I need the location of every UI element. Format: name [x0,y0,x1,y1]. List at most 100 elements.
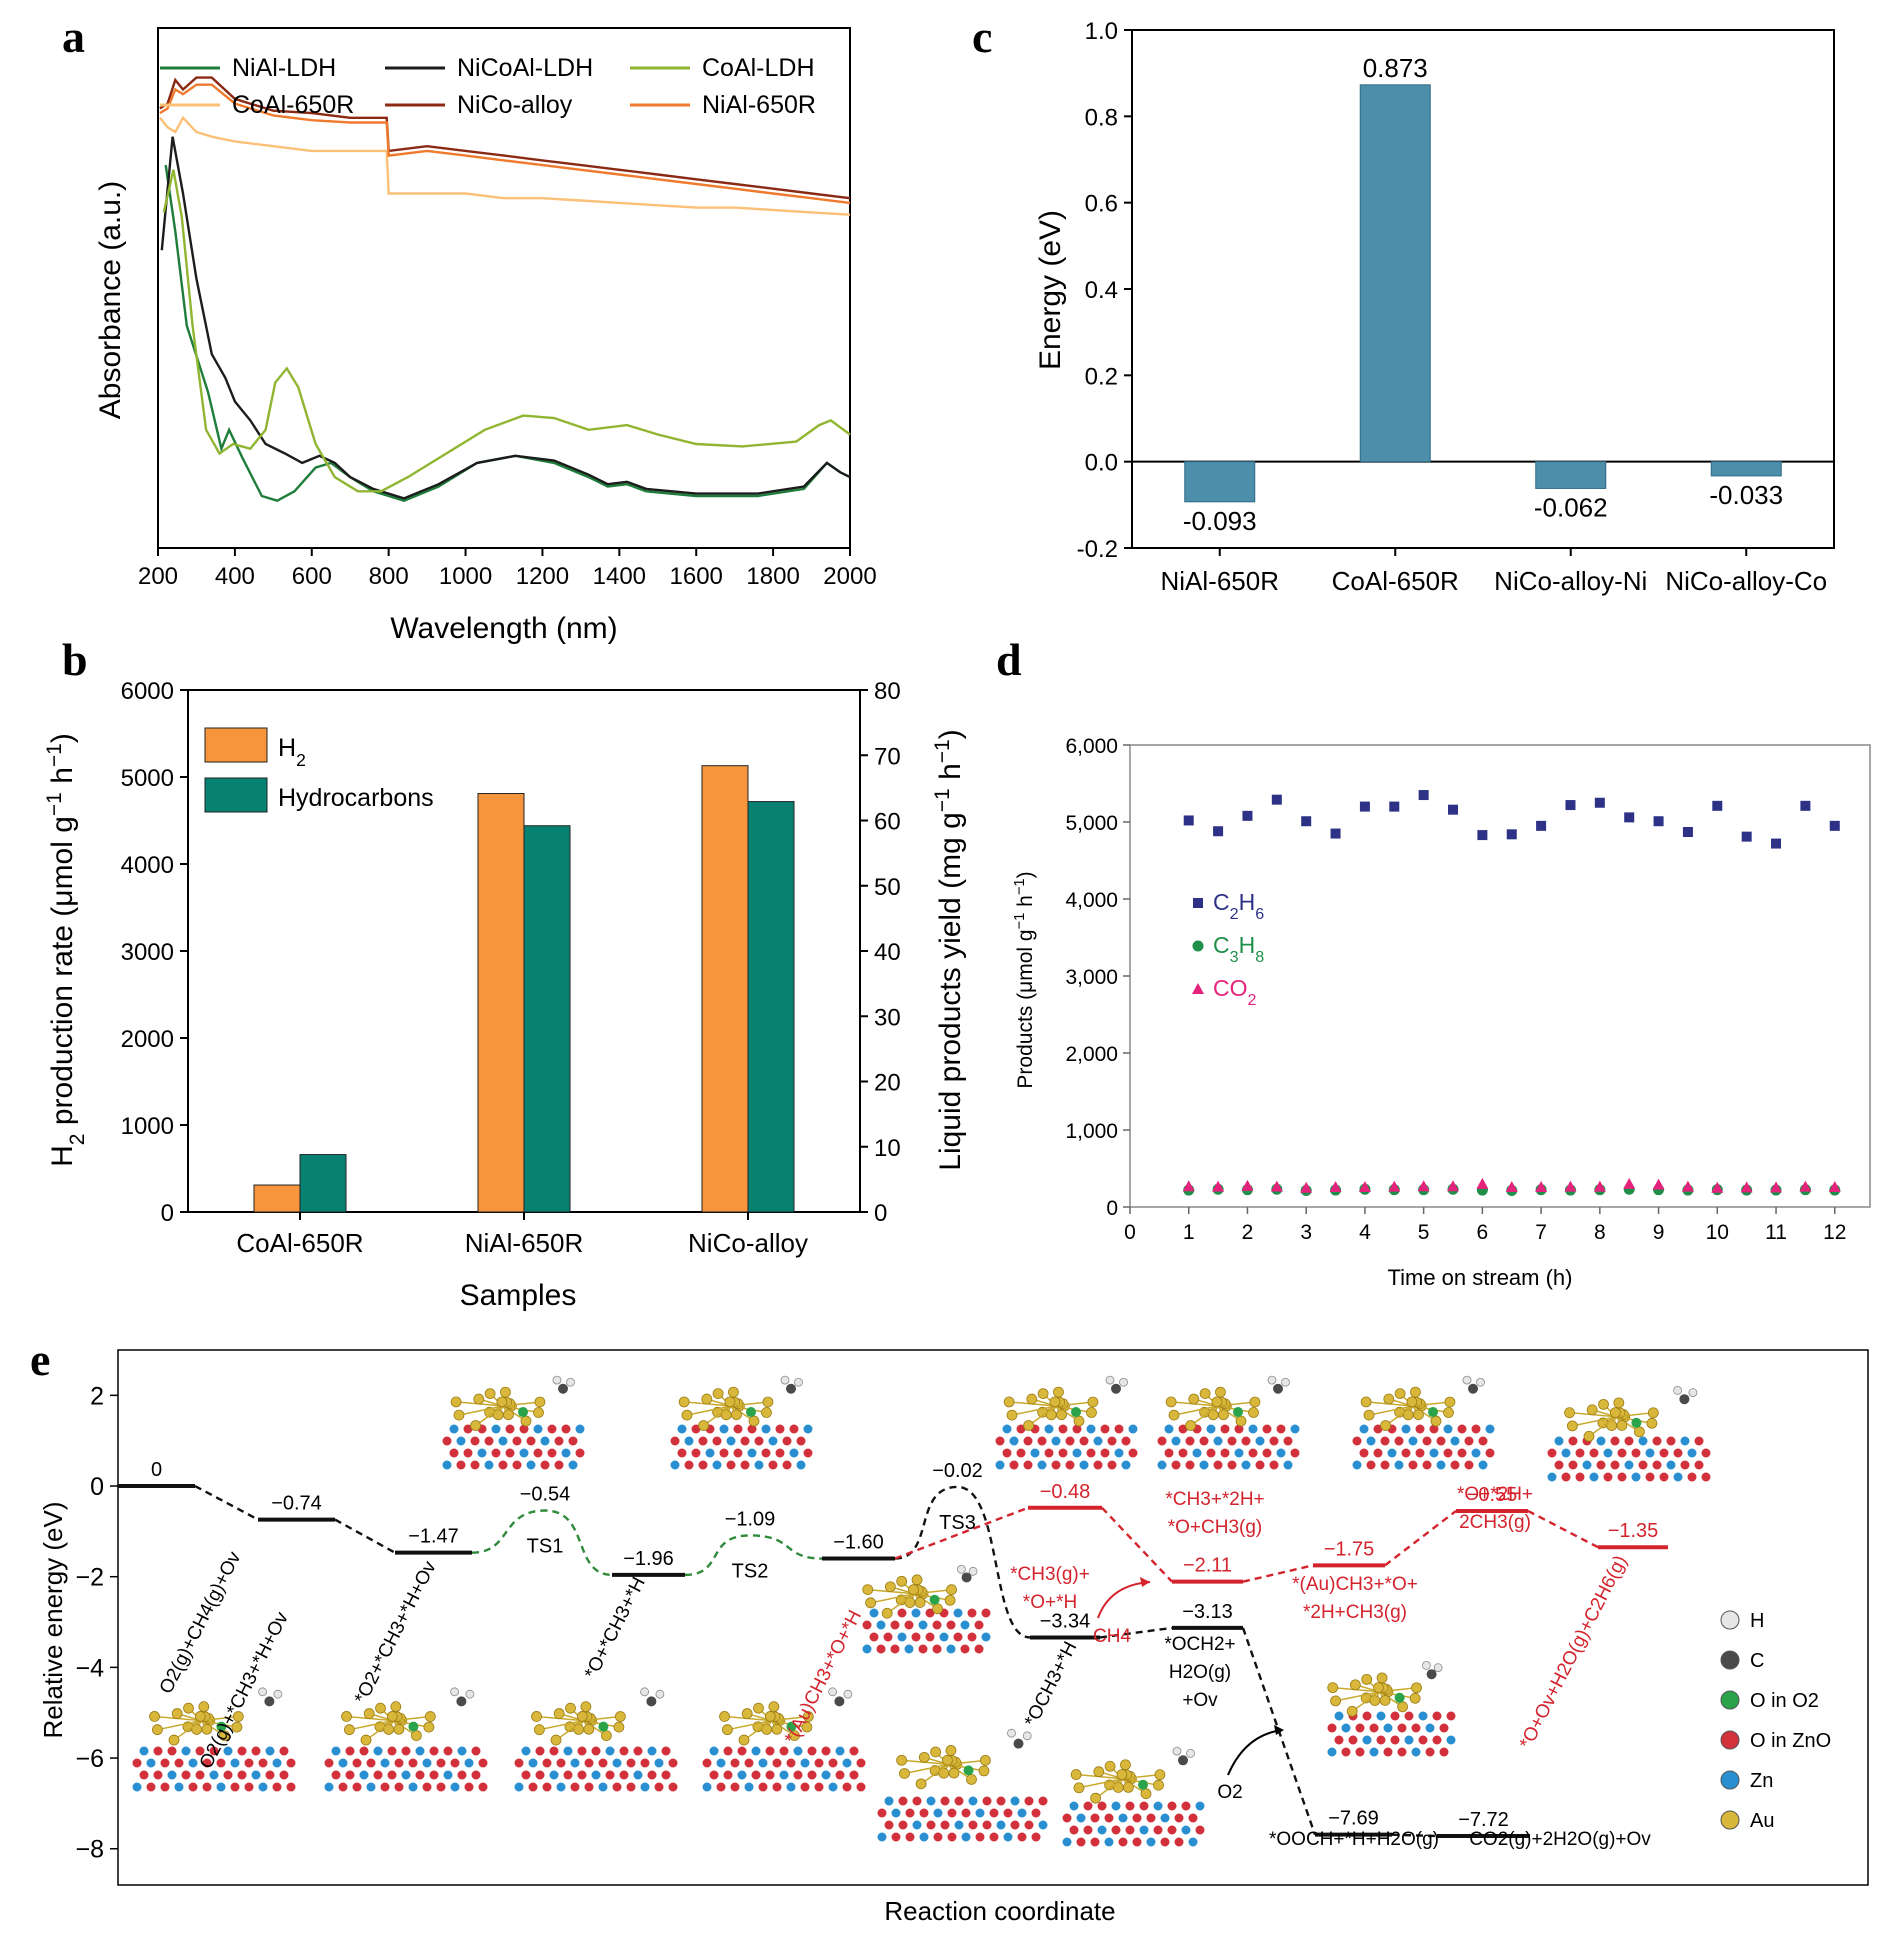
panel-e-structure-illustration [862,1564,991,1654]
panel-a-absorbance-chart: 200 400 600 800 1000 1200 1400 1600 1800 2000 NiA… [94,27,877,645]
panel-e-structure-illustration [1352,1375,1495,1470]
panel-d-point-C2H6 [1741,831,1752,842]
panel-d-point-CO2 [1270,1180,1283,1192]
panel-d-y-tick-label: 3,000 [1065,966,1118,989]
panel-d-point-C2H6 [1271,794,1282,805]
panel-e-state-label: *OOCH+*H+H2O(g) [1269,1829,1439,1850]
panel-d-y-tick-label: 0 [1106,1197,1118,1220]
panel-e-level-value: −0.55 [1467,1484,1518,1506]
panel-b-y2-tick-label: 50 [874,874,901,901]
panel-e-y-tick-label: −2 [75,1564,104,1592]
panel-a-x-tick-label: 200 [138,563,178,590]
panel-e-state-label: *O+*H [1023,1592,1077,1613]
panel-d-point-CO2 [1388,1180,1401,1192]
panel-c-data-label: -0.062 [1534,492,1608,522]
panel-a-plot-frame [157,27,851,549]
panel-e-ts-label: TS2 [732,1560,769,1582]
panel-a-series-NiCo-alloy [159,76,851,200]
panel-c-y-tick-label: 0.4 [1085,277,1118,304]
panel-b-y2-tick-label: 70 [874,743,901,770]
panel-d-point-CO2 [1476,1177,1489,1189]
panel-a-legend-label: NiAl-650R [702,91,816,119]
panel-e-structure-illustration [1157,1375,1300,1470]
panel-e-annotation: CH4 [1093,1626,1131,1647]
panel-e-structure-illustration [514,1687,678,1792]
panel-c-x-tick-label: NiAl-650R [1161,566,1280,596]
panel-d-point-CO2 [1623,1177,1636,1189]
panel-e-legend-atom-icon [1720,1650,1740,1670]
panel-d-point-CO2 [1417,1180,1430,1192]
panel-b-production-bar-chart: 0 1000 2000 3000 4000 5000 6000 0 10 20 30 40 50 60 7… [43,678,968,1312]
panel-c-bar [1535,461,1607,489]
panel-e-legend-atom-icon [1720,1610,1740,1630]
panel-e-ts-label: TS1 [527,1536,564,1558]
panel-a-series-NiAl-650R [159,83,851,205]
panel-d-point-CO2 [1300,1181,1313,1193]
panel-b-y-tick-label: 5000 [121,765,174,792]
panel-b-y2-tick-label: 20 [874,1070,901,1097]
panel-e-level-value: −2.11 [1183,1555,1232,1577]
panel-d-point-C2H6 [1330,828,1341,839]
panel-d-point-CO2 [1828,1180,1841,1192]
panel-e-level-value: −1.35 [1608,1520,1659,1542]
panel-e-y-tick-label: −8 [75,1836,104,1864]
panel-e-level-value: −0.02 [932,1460,983,1482]
panel-e-level-value: −7.72 [1458,1809,1509,1831]
panel-c-data-label: -0.033 [1709,480,1783,510]
panel-b-x-tick-label: NiAl-650R [465,1228,584,1258]
panel-a-series-NiAl-LDH [164,164,851,502]
panel-d-point-C2H6 [1448,804,1459,815]
panel-e-legend-atom-icon [1720,1770,1740,1790]
panel-c-bar [1710,461,1782,477]
panel-letter-d: d [996,634,1022,685]
panel-e-state-label: *CH3(g)+ [1010,1564,1090,1585]
panel-e-structure-illustration [702,1687,866,1792]
panel-e-arrowhead [1274,1725,1284,1735]
panel-e-structure-illustration [132,1687,296,1792]
panel-d-point-C2H6 [1389,801,1400,812]
panel-d-x-tick-label: 0 [1124,1221,1136,1244]
panel-d-point-C2H6 [1183,815,1194,826]
panel-e-state-label: *CH3+*2H+ [1165,1489,1264,1510]
panel-b-x-tick-label: CoAl-650R [236,1228,363,1258]
panel-c-y-tick-label: -0.2 [1077,536,1118,563]
panel-a-x-tick-label: 800 [369,563,409,590]
panel-b-y-tick-label: 6000 [121,678,174,705]
panel-d-y-tick-label: 4,000 [1065,889,1118,912]
panel-e-level-value: −1.60 [833,1532,884,1554]
panel-e-level-value: 0 [151,1459,162,1481]
panel-e-connector-red [1101,1506,1173,1583]
panel-b-bar-H2 [253,1184,301,1213]
panel-d-point-CO2 [1358,1180,1371,1192]
panel-e-legend-label: Au [1750,1810,1774,1832]
panel-a-series-CoAl-650R [158,115,851,216]
panel-d-legend-label: C3H8 [1213,932,1264,966]
panel-c-bar [1359,84,1431,463]
panel-e-state-label: H2O(g) [1169,1662,1231,1683]
panel-d-x-tick-label: 3 [1300,1221,1312,1244]
panel-a-x-tick-label: 1000 [439,563,492,590]
panel-b-left-axis-text: H2 production rate (μmol g−1 h−1) [43,733,89,1167]
panel-d-point-CO2 [1212,1180,1225,1192]
panel-e-structure-illustration [1062,1746,1205,1847]
panel-d-point-C2H6 [1477,830,1488,841]
panel-e-connector-red [1384,1509,1457,1567]
panel-c-data-label: -0.093 [1183,506,1257,536]
panel-e-y-axis-label: Relative energy (eV) [38,1502,68,1739]
panel-b-y2-tick-label: 60 [874,809,901,836]
panel-d-x-tick-label: 2 [1242,1221,1254,1244]
panel-d-point-C2H6 [1565,800,1576,811]
panel-d-point-C2H6 [1301,816,1312,827]
panel-e-level-value: −1.47 [408,1526,459,1548]
panel-c-y-tick-label: 0.0 [1085,450,1118,477]
panel-d-x-tick-label: 10 [1706,1221,1729,1244]
panel-e-state-label: *O+*2H+ [1457,1484,1533,1505]
panel-d-point-C2H6 [1800,800,1811,811]
panel-d-point-CO2 [1182,1180,1195,1192]
panel-e-y-tick-label: −4 [75,1654,104,1682]
panel-b-y2-tick-label: 30 [874,1004,901,1031]
panel-e-x-axis-label: Reaction coordinate [884,1896,1115,1926]
panel-d-x-tick-label: 12 [1823,1221,1846,1244]
panel-b-bar-Hydrocarbons [523,825,571,1213]
